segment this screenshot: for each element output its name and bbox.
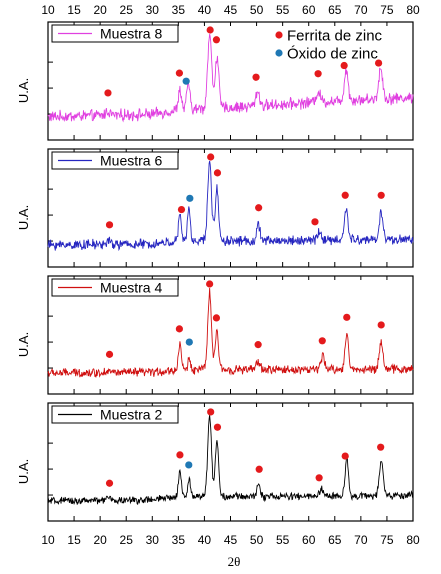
top-tick-label: 10 bbox=[41, 3, 55, 17]
oxido-marker bbox=[185, 338, 193, 346]
ferrita-marker bbox=[255, 465, 263, 473]
top-tick-label: 25 bbox=[120, 3, 134, 17]
sample-legend-label: Muestra 4 bbox=[100, 280, 162, 296]
ferrita-marker bbox=[175, 69, 183, 77]
ferrita-marker bbox=[105, 350, 114, 358]
legend-label: Óxido de zinc bbox=[287, 46, 378, 63]
top-tick-label: 70 bbox=[354, 3, 368, 17]
bottom-tick-label: 50 bbox=[250, 533, 264, 547]
top-tick-label: 30 bbox=[146, 3, 160, 17]
top-tick-label: 45 bbox=[224, 3, 238, 17]
top-tick-label: 35 bbox=[172, 3, 186, 17]
bottom-x-tick-labels: 10 15 20 25 30 35 40 45 50 55 60 65 70 75 80 bbox=[41, 533, 420, 547]
bottom-tick-label: 15 bbox=[67, 533, 81, 547]
panel-muestra-4: U.A. Muestra 4 bbox=[16, 275, 414, 395]
ferrita-marker bbox=[213, 169, 222, 177]
bottom-tick-label: 55 bbox=[276, 533, 290, 547]
bottom-tick-label: 70 bbox=[354, 533, 368, 547]
oxido-marker bbox=[182, 77, 190, 85]
bottom-tick-label: 35 bbox=[172, 533, 186, 547]
bottom-tick-label: 45 bbox=[224, 533, 238, 547]
ferrita-marker bbox=[175, 325, 183, 333]
y-axis-label: U.A. bbox=[16, 459, 31, 484]
oxido-marker bbox=[185, 461, 193, 469]
ferrita-marker bbox=[341, 452, 349, 460]
panel-muestra-2: U.A. Muestra 2 bbox=[16, 402, 414, 522]
y-axis-label: U.A. bbox=[16, 205, 31, 230]
top-tick-label: 75 bbox=[380, 3, 394, 17]
sample-legend-label: Muestra 2 bbox=[100, 407, 162, 423]
ferrita-marker bbox=[104, 89, 112, 97]
bottom-tick-label: 65 bbox=[328, 533, 342, 547]
top-tick-label: 50 bbox=[250, 3, 264, 17]
sample-legend-label: Muestra 6 bbox=[100, 153, 162, 169]
x-axis-label: 2θ bbox=[228, 554, 241, 569]
y-axis-label: U.A. bbox=[16, 332, 31, 357]
y-axis-label: U.A. bbox=[16, 78, 31, 103]
ferrita-marker bbox=[177, 205, 186, 214]
top-tick-label: 80 bbox=[406, 3, 420, 17]
ferrita-marker bbox=[254, 341, 262, 349]
sample-legend-label: Muestra 8 bbox=[100, 26, 162, 42]
ferrita-marker bbox=[213, 423, 222, 431]
top-x-tick-labels: 10 15 20 25 30 35 40 45 50 55 60 65 70 75 80 bbox=[41, 3, 420, 17]
panel-muestra-6: U.A. Muestra 6 bbox=[16, 148, 414, 268]
ferrita-marker bbox=[311, 218, 319, 226]
ferrita-marker bbox=[318, 337, 326, 345]
ferrita-marker bbox=[255, 204, 263, 212]
bottom-tick-label: 40 bbox=[198, 533, 212, 547]
top-tick-label: 65 bbox=[328, 3, 342, 17]
ferrita-marker bbox=[377, 443, 385, 451]
ferrita-marker bbox=[314, 70, 322, 78]
bottom-tick-label: 20 bbox=[93, 533, 107, 547]
oxido-marker bbox=[186, 194, 194, 202]
ferrita-marker bbox=[377, 321, 385, 329]
series-line bbox=[47, 160, 414, 252]
sample-legend-box bbox=[51, 24, 179, 43]
legend-marker bbox=[275, 49, 283, 57]
series-line bbox=[47, 33, 414, 123]
series-line bbox=[47, 414, 414, 506]
ferrita-marker bbox=[206, 280, 214, 288]
ferrita-marker bbox=[341, 191, 349, 199]
bottom-tick-label: 25 bbox=[120, 533, 134, 547]
top-tick-label: 40 bbox=[198, 3, 212, 17]
ferrita-marker bbox=[212, 314, 221, 322]
bottom-tick-label: 75 bbox=[380, 533, 394, 547]
sample-legend-box bbox=[51, 278, 179, 297]
ferrita-marker bbox=[252, 73, 260, 81]
ferrita-marker bbox=[105, 221, 114, 229]
bottom-tick-label: 10 bbox=[41, 533, 55, 547]
ferrita-marker bbox=[105, 479, 114, 487]
ferrita-marker bbox=[207, 408, 215, 416]
legend-marker bbox=[275, 31, 283, 39]
top-tick-label: 15 bbox=[67, 3, 81, 17]
top-tick-label: 60 bbox=[302, 3, 316, 17]
bottom-tick-label: 30 bbox=[146, 533, 160, 547]
series-line bbox=[47, 287, 414, 378]
legend-label: Ferrita de zinc bbox=[287, 28, 383, 45]
sample-legend-box bbox=[51, 151, 179, 170]
ferrita-marker bbox=[207, 153, 215, 161]
bottom-tick-label: 80 bbox=[406, 533, 420, 547]
top-tick-label: 20 bbox=[93, 3, 107, 17]
ferrita-marker bbox=[315, 474, 323, 482]
bottom-tick-label: 60 bbox=[302, 533, 316, 547]
ferrita-marker bbox=[212, 36, 221, 44]
ferrita-marker bbox=[206, 26, 214, 34]
ferrita-marker bbox=[176, 451, 184, 459]
top-tick-label: 55 bbox=[276, 3, 290, 17]
ferrita-marker bbox=[377, 191, 385, 199]
sample-legend-box bbox=[51, 405, 179, 424]
ferrita-marker bbox=[343, 313, 351, 321]
ferrita-marker bbox=[340, 61, 348, 70]
ferrita-marker bbox=[374, 59, 383, 67]
